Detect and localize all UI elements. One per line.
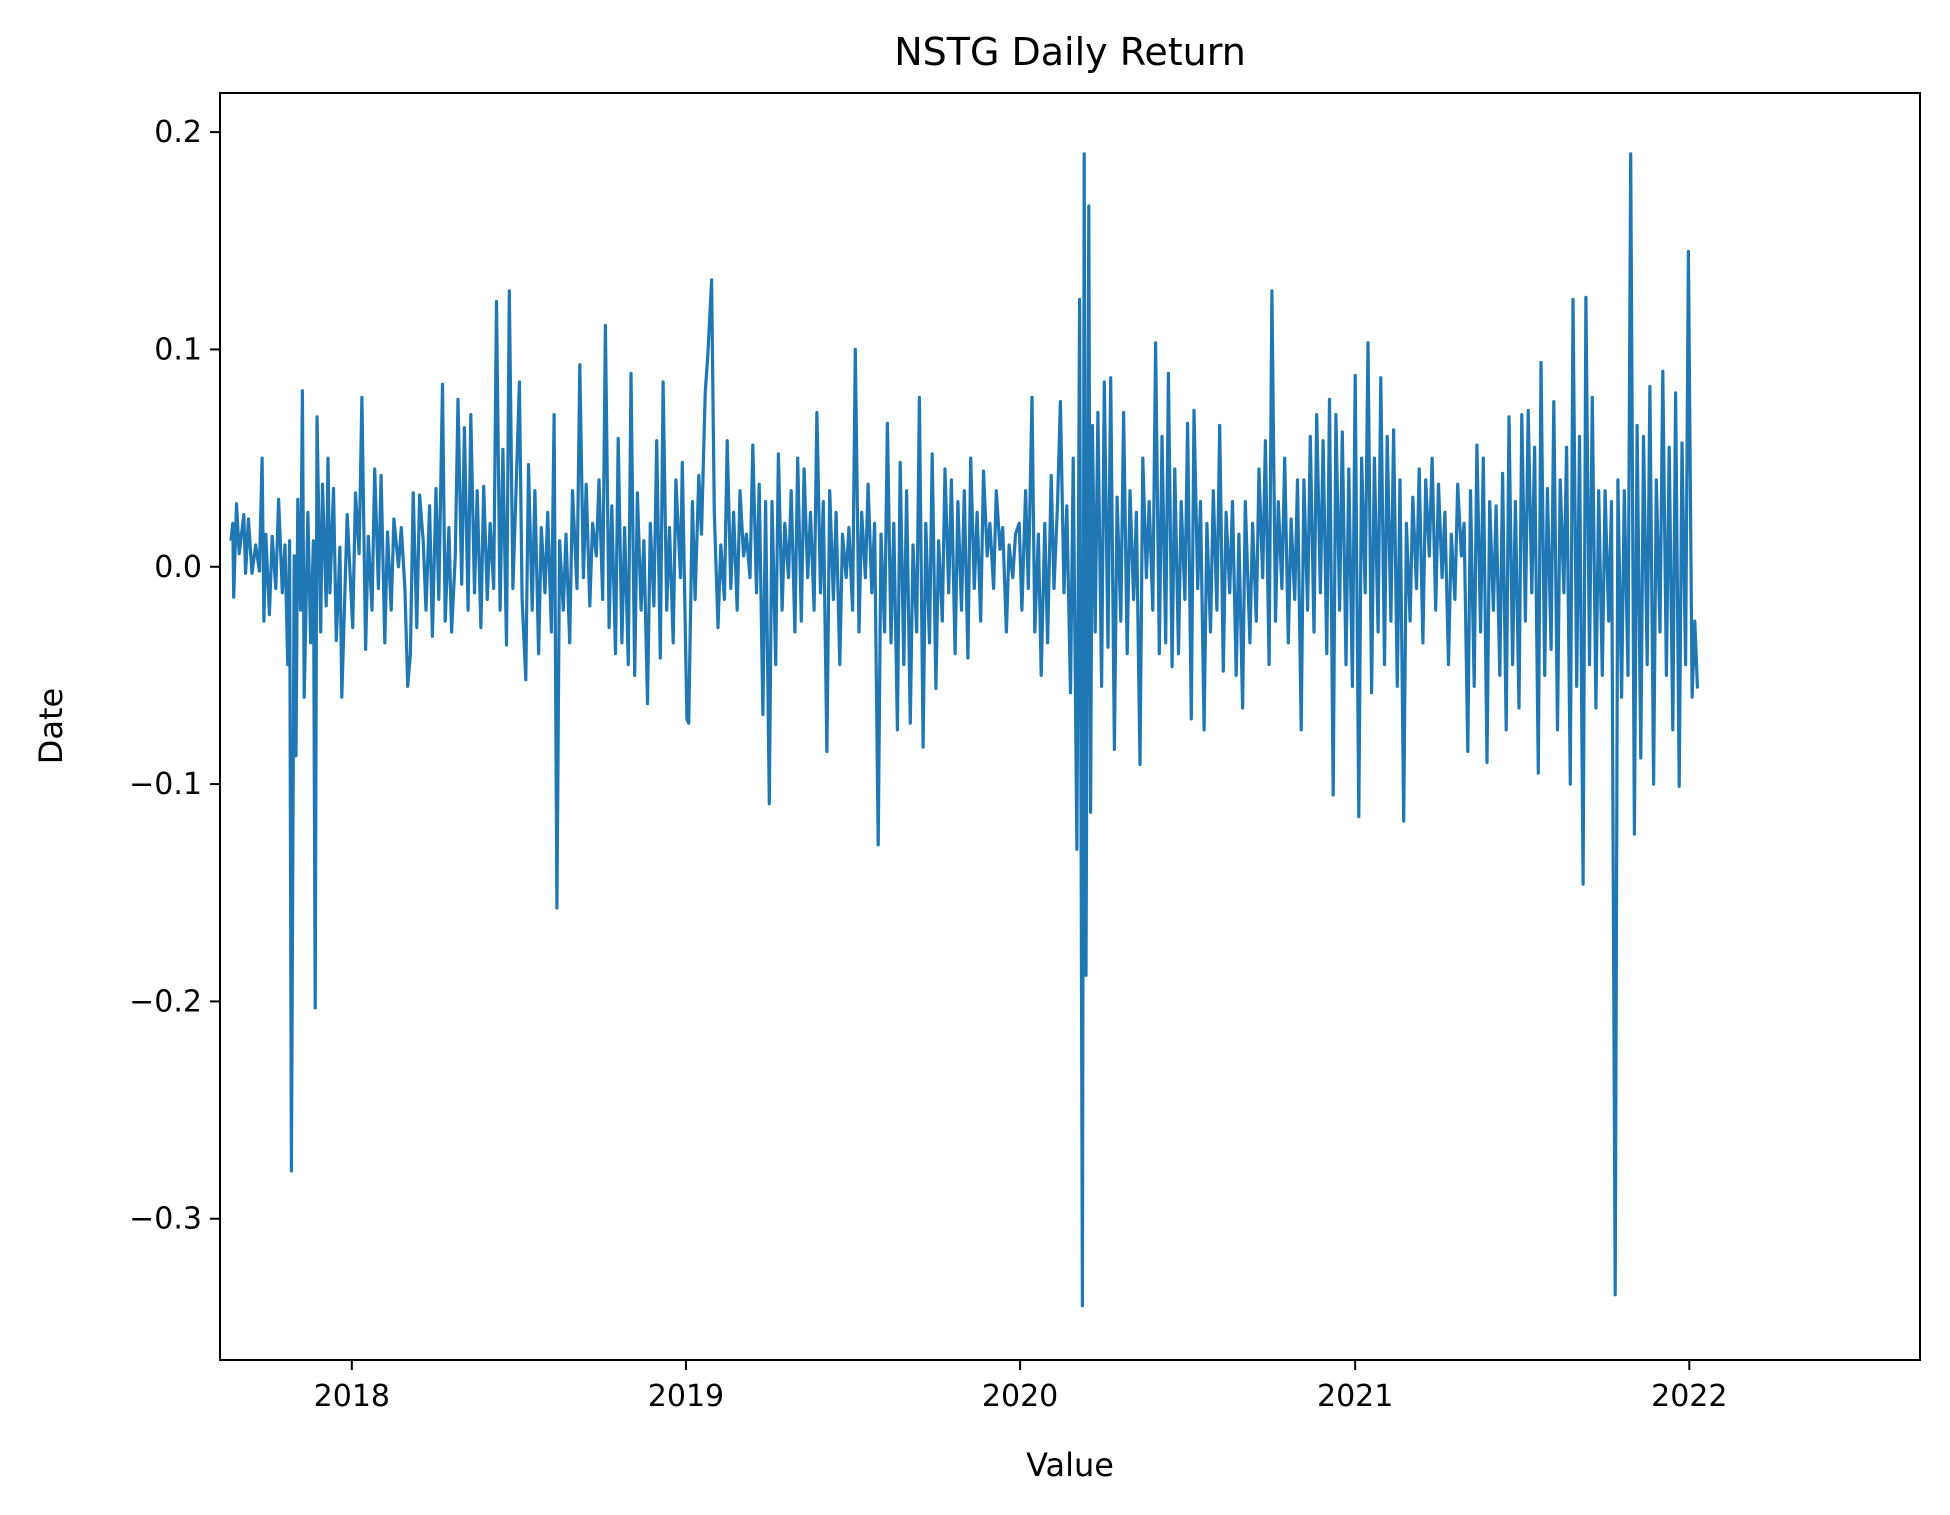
series-layer — [229, 152, 1700, 1308]
x-tick-label: 2022 — [1651, 1379, 1727, 1414]
x-tick-label: 2019 — [648, 1379, 724, 1414]
y-tick-label: 0.1 — [154, 332, 202, 367]
y-tick-label: −0.1 — [129, 767, 202, 802]
y-axis-ticks: 0.2 0.1 0.0 −0.1 −0.2 −0.3 — [129, 115, 220, 1237]
y-tick-label: 0.0 — [154, 550, 202, 585]
series-line-0 — [229, 152, 1700, 1308]
x-tick-label: 2018 — [314, 1379, 390, 1414]
y-tick-label: −0.3 — [129, 1202, 202, 1237]
x-tick-label: 2021 — [1317, 1379, 1393, 1414]
x-tick-label: 2020 — [982, 1379, 1058, 1414]
y-axis-label: Date — [32, 688, 70, 764]
x-axis-label: Value — [1026, 1446, 1114, 1484]
y-tick-label: −0.2 — [129, 984, 202, 1019]
plot-area-frame — [219, 92, 1921, 1361]
plot-area-background — [220, 93, 1920, 1360]
chart-title: NSTG Daily Return — [894, 30, 1246, 74]
x-axis-ticks: 2018 2019 2020 2021 2022 — [314, 1360, 1727, 1414]
y-tick-label: 0.2 — [154, 115, 202, 150]
